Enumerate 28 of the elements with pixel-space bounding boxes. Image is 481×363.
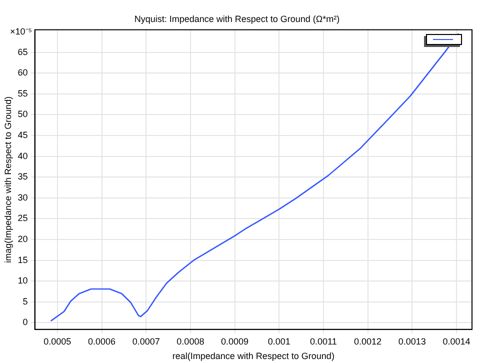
x-tick-label: 0.0008 [176,336,204,346]
y-tick-label: 45 [18,130,28,140]
x-tick-label: 0.0009 [221,336,249,346]
y-tick-label: 55 [18,88,28,98]
x-tick-label: 0.0014 [442,336,470,346]
x-tick-label: 0.001 [268,336,290,346]
text: ×10⁻⁵ [10,26,32,36]
chart-title: Nyquist: Impedance with Respect to Ground (Ω*m²) [134,14,340,24]
x-axis-title: real(Impedance with Respect to Ground) [172,351,334,362]
x-tick-label: 0.0007 [132,336,160,346]
y-tick-label: 40 [18,150,28,161]
y-tick-label: 65 [18,46,28,57]
y-tick-label: 15 [18,254,28,265]
x-tick-label: 0.0005 [44,336,72,346]
y-tick-label: 25 [18,213,28,224]
x-tick-label: 0.0013 [398,336,426,346]
y-tick-label: 50 [18,109,28,120]
x-tick-label: 0.0011 [310,336,337,346]
y-tick-label: 0 [22,317,28,328]
y-tick-label: 30 [18,192,28,202]
y-tick-label: 10 [18,276,28,286]
y-tick-label: 5 [22,296,28,306]
x-tick-label: 0.0006 [88,336,116,346]
y-tick-label: 35 [18,172,28,182]
y-axis-title: imag(Impedance with Respect to Ground) [2,96,13,263]
y-tick-label: 60 [18,68,28,78]
x-tick-label: 0.0012 [354,336,382,346]
y-tick-label: 20 [18,234,28,244]
